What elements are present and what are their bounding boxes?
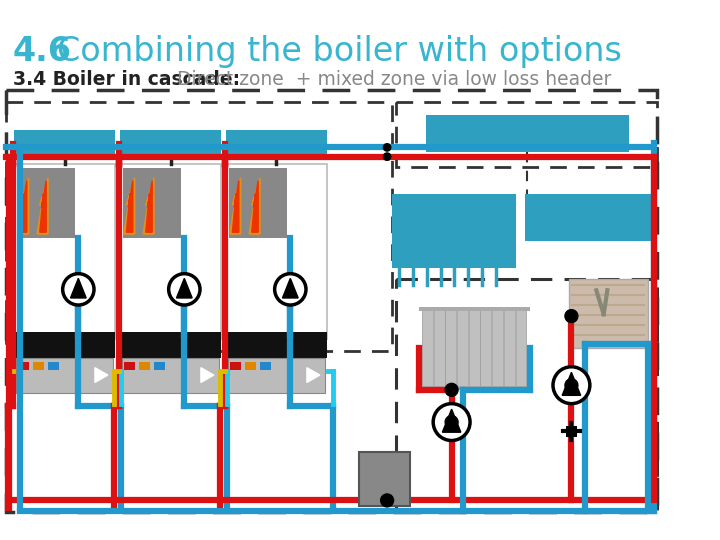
Bar [19, 362, 30, 369]
Polygon shape [562, 372, 580, 395]
Bar [139, 362, 150, 369]
Circle shape [274, 274, 306, 305]
Bar [526, 194, 657, 240]
Bar [396, 279, 657, 510]
Bar [426, 115, 629, 152]
Bar [33, 362, 44, 369]
Circle shape [565, 309, 578, 322]
Polygon shape [143, 178, 154, 234]
Bar [228, 168, 287, 238]
Text: Combining the boiler with options: Combining the boiler with options [57, 35, 622, 68]
Polygon shape [307, 368, 320, 382]
Polygon shape [40, 180, 46, 232]
Text: Direct zone  + mixed zone via low loss header: Direct zone + mixed zone via low loss he… [171, 70, 612, 89]
Polygon shape [442, 409, 461, 432]
Circle shape [168, 274, 200, 305]
Polygon shape [20, 180, 27, 232]
Text: OT-CAN Adapter: OT-CAN Adapter [229, 137, 324, 150]
Bar [125, 362, 135, 369]
Bar [446, 309, 456, 387]
Polygon shape [124, 178, 135, 234]
Polygon shape [201, 368, 214, 382]
Polygon shape [230, 178, 240, 234]
Text: OT-CAN Adapter: OT-CAN Adapter [122, 137, 218, 150]
Bar [260, 362, 271, 369]
Circle shape [384, 153, 391, 160]
Bar [359, 453, 410, 506]
Circle shape [63, 274, 94, 305]
Bar [122, 357, 220, 393]
Bar [228, 357, 325, 393]
Polygon shape [95, 368, 108, 382]
Bar [154, 362, 165, 369]
Polygon shape [282, 279, 298, 298]
Bar [419, 386, 530, 390]
Bar [14, 130, 115, 158]
Circle shape [565, 379, 578, 392]
Text: Lago FB Can: Lago FB Can [535, 208, 647, 226]
Bar [396, 102, 657, 167]
Bar [14, 164, 115, 339]
Bar [6, 90, 657, 512]
Bar [122, 168, 181, 238]
Bar [6, 102, 392, 351]
Bar [120, 164, 221, 339]
Bar [569, 279, 648, 348]
Text: Lago FB Can: Lago FB Can [471, 125, 583, 143]
Bar [419, 307, 530, 310]
Polygon shape [127, 180, 133, 232]
Bar [392, 194, 516, 268]
Bar [469, 309, 480, 387]
Circle shape [381, 494, 394, 507]
Bar [566, 426, 577, 437]
Polygon shape [145, 180, 152, 232]
Bar [14, 332, 115, 357]
Bar [17, 168, 76, 238]
Bar [48, 362, 59, 369]
Circle shape [445, 416, 458, 429]
Text: Cascade controller: Cascade controller [392, 225, 516, 238]
Text: 4.6: 4.6 [13, 35, 72, 68]
Bar [492, 309, 503, 387]
Text: OT-CAN Adapter: OT-CAN Adapter [17, 137, 112, 150]
Polygon shape [37, 178, 48, 234]
Bar [120, 130, 221, 158]
Bar [422, 309, 433, 387]
Polygon shape [176, 279, 192, 298]
Polygon shape [18, 178, 29, 234]
Bar [16, 357, 113, 393]
Polygon shape [249, 178, 260, 234]
Polygon shape [233, 180, 239, 232]
Circle shape [553, 367, 590, 403]
Polygon shape [71, 279, 86, 298]
Bar [457, 309, 468, 387]
Bar [120, 332, 221, 357]
Bar [245, 362, 256, 369]
Bar [226, 332, 327, 357]
Polygon shape [252, 180, 258, 232]
Bar [226, 130, 327, 158]
Bar [504, 309, 515, 387]
Text: 3.4 Boiler in cascade:: 3.4 Boiler in cascade: [13, 70, 240, 89]
Circle shape [384, 144, 391, 151]
Circle shape [445, 383, 458, 396]
Circle shape [433, 403, 470, 441]
Bar [480, 309, 491, 387]
Bar [230, 362, 241, 369]
Bar [516, 309, 526, 387]
Bar [226, 164, 327, 339]
Bar [433, 309, 444, 387]
